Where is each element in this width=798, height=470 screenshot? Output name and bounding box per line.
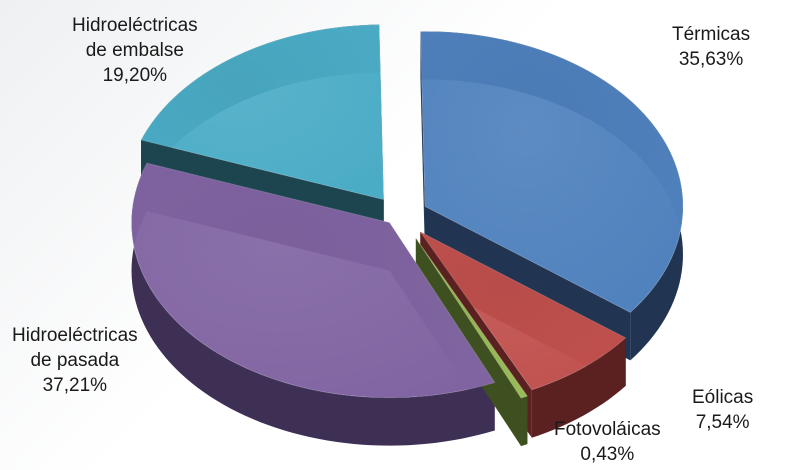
slice-label-termicas: Térmicas 35,63%	[672, 24, 751, 70]
slice-hidro-pasada	[131, 162, 496, 399]
slice-side-fotovoltaicas	[415, 238, 528, 447]
slice-label-hidro-embalse: Hidroeléctricas de embalse 19,20%	[72, 15, 198, 86]
slice-hidro-embalse	[140, 24, 385, 201]
slice-fotovoltaicas	[415, 237, 529, 399]
slice-eolicas	[419, 231, 627, 391]
slice-label-hidro-pasada: Hidroeléctricas de pasada 37,21%	[12, 325, 138, 396]
slice-label-eolicas: Eólicas 7,54%	[692, 387, 754, 433]
slice-label-fotovoltaicas: Fotovoláicas 0,43%	[554, 419, 661, 465]
slice-termicas	[419, 30, 684, 313]
